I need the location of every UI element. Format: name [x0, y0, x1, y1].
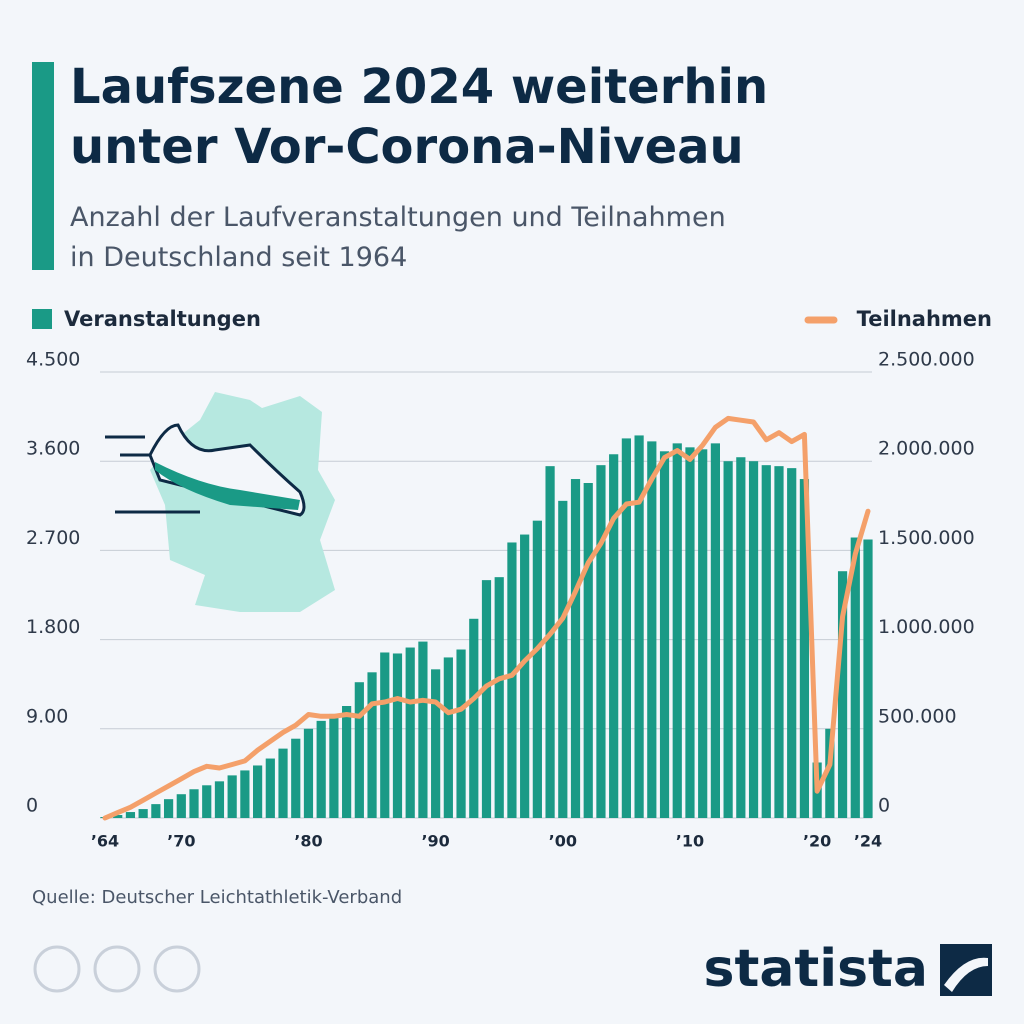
bar — [659, 451, 670, 818]
bar — [863, 539, 873, 818]
bar — [367, 672, 377, 818]
title-line: unter Vor-Corona-Niveau — [70, 119, 744, 175]
bar — [621, 438, 631, 818]
x-tick-label: ’90 — [421, 832, 449, 851]
legend-swatch — [32, 309, 52, 329]
bar — [634, 435, 644, 818]
bar — [837, 571, 848, 818]
bar — [227, 775, 237, 818]
y-tick-label: 9.00 — [26, 705, 68, 727]
bar — [431, 669, 441, 818]
subtitle-line: in Deutschland seit 1964 — [70, 242, 407, 273]
y-tick-label: 1.800 — [26, 616, 80, 638]
bar — [672, 443, 682, 818]
bar — [494, 577, 504, 818]
y-tick-label: 4.500 — [26, 349, 80, 371]
license-icons — [33, 945, 201, 993]
bar — [316, 720, 326, 818]
bar — [787, 468, 797, 818]
bar — [265, 758, 275, 818]
bar — [392, 653, 403, 818]
bar — [303, 728, 314, 818]
source: Quelle: Deutscher Leichtathletik-Verband — [32, 887, 402, 908]
y2-tick-label: 2.000.000 — [878, 438, 975, 460]
bar — [456, 649, 466, 818]
y-tick-label: 2.700 — [26, 527, 80, 549]
bar — [532, 520, 542, 818]
y2-tick-label: 2.500.000 — [878, 349, 975, 371]
bar — [583, 483, 593, 818]
bar — [443, 657, 453, 818]
y2-tick-label: 0 — [878, 795, 890, 817]
y2-tick-label: 1.000.000 — [878, 616, 975, 638]
accent-bar — [32, 62, 54, 270]
bar — [214, 781, 225, 818]
bar — [329, 713, 339, 818]
bar — [405, 647, 415, 818]
bar — [189, 789, 199, 818]
x-tick-label: ’00 — [549, 832, 577, 851]
bar — [240, 770, 250, 818]
chart-title: Laufszene 2024 weiterhin unter Vor-Corona… — [70, 59, 768, 175]
plot: 0 9.00 1.800 2.700 3.600 4.500 0 500.000 1.000.0… — [26, 349, 975, 851]
bar — [481, 580, 492, 818]
bar — [380, 652, 390, 818]
bar — [723, 461, 733, 818]
bar — [163, 799, 174, 818]
y-tick-label: 3.600 — [26, 438, 80, 460]
bar — [685, 447, 695, 818]
title-line: Laufszene 2024 weiterhin — [70, 59, 768, 115]
bar — [253, 765, 263, 818]
x-tick-label: ’80 — [294, 832, 322, 851]
legend-label: Veranstaltungen — [64, 307, 261, 331]
illustration — [105, 392, 335, 612]
bar — [151, 804, 161, 818]
bar — [520, 534, 530, 818]
bar — [698, 449, 708, 818]
bar — [761, 465, 771, 818]
bar — [609, 454, 619, 818]
bar — [596, 465, 606, 818]
bar — [202, 785, 212, 818]
bar — [825, 728, 835, 818]
x-tick-label: ’24 — [854, 832, 882, 851]
bar — [545, 466, 555, 818]
brand-icon — [940, 944, 992, 996]
subtitle: Anzahl der Laufveranstaltungen und Teiln… — [70, 202, 726, 273]
bar — [647, 441, 657, 818]
bar — [736, 457, 746, 818]
bar — [113, 815, 123, 818]
y2-tick-label: 1.500.000 — [878, 527, 975, 549]
subtitle-line: Anzahl der Laufveranstaltungen und Teiln… — [70, 202, 726, 233]
line — [102, 415, 871, 821]
y2-tick-label: 500.000 — [878, 705, 957, 727]
bar — [342, 706, 352, 818]
bar — [278, 748, 288, 818]
legend-label: Teilnahmen — [857, 307, 992, 331]
bar — [570, 479, 581, 818]
x-tick-label: ’64 — [91, 832, 119, 851]
y-tick-label: 0 — [26, 795, 38, 817]
bar — [418, 641, 428, 818]
bar — [354, 682, 364, 818]
bar — [138, 809, 148, 818]
bar — [558, 500, 568, 818]
x-tick-label: ’10 — [676, 832, 704, 851]
bar — [469, 618, 479, 818]
brand: statista — [704, 939, 928, 999]
bar — [176, 794, 186, 818]
bar — [774, 466, 784, 818]
bar — [748, 461, 759, 818]
bar — [710, 443, 720, 818]
x-tick-label: ’70 — [167, 832, 195, 851]
bar — [850, 537, 860, 818]
bar — [799, 479, 810, 818]
x-tick-label: ’20 — [803, 832, 831, 851]
bar — [291, 738, 301, 818]
bar — [507, 542, 517, 818]
bar — [125, 812, 136, 818]
